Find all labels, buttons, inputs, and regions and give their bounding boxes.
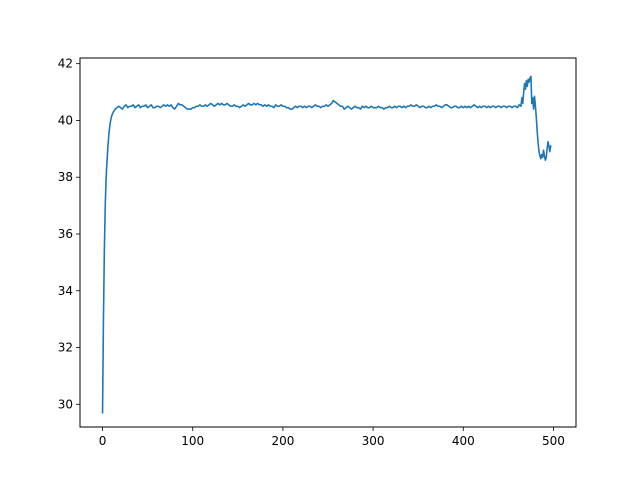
plot-frame [79, 57, 577, 428]
plot-area [80, 58, 576, 427]
x-tick-label-3: 300 [362, 434, 385, 448]
axis-layer: 0 100 200 300 400 500 30 32 34 36 38 40 42 [58, 57, 565, 448]
y-tick-label-3: 36 [58, 227, 73, 241]
x-tick-label-0: 0 [99, 434, 107, 448]
y-tick-label-5: 40 [58, 113, 73, 127]
y-tick-label-1: 32 [58, 341, 73, 355]
x-tick-label-2: 200 [271, 434, 294, 448]
x-tick-label-5: 500 [542, 434, 565, 448]
y-tick-label-6: 42 [58, 57, 73, 71]
x-tick-label-1: 100 [181, 434, 204, 448]
series-line-0 [101, 75, 552, 414]
y-tick-label-0: 30 [58, 397, 73, 411]
y-tick-label-2: 34 [58, 284, 73, 298]
series-layer [101, 75, 552, 414]
x-tick-label-4: 400 [452, 434, 475, 448]
y-tick-label-4: 38 [58, 170, 73, 184]
